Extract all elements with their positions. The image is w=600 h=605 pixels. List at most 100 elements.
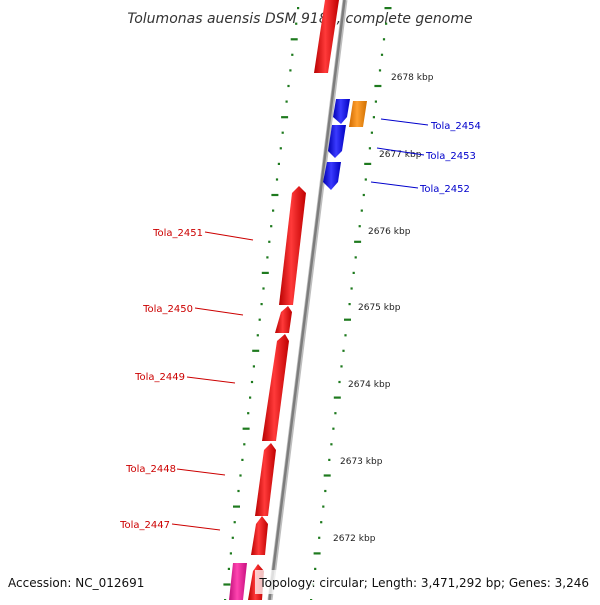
accession-text: Accession: NC_012691 bbox=[8, 576, 144, 590]
gene-arrow[interactable] bbox=[262, 334, 289, 441]
major-tick bbox=[374, 84, 382, 88]
minor-tick bbox=[350, 287, 353, 290]
major-tick bbox=[333, 396, 341, 399]
minor-tick bbox=[270, 225, 273, 228]
scale-label: 2675 kbp bbox=[358, 303, 401, 313]
leader-lines bbox=[171, 118, 429, 531]
minor-tick bbox=[227, 567, 230, 570]
minor-tick bbox=[297, 7, 300, 10]
major-tick bbox=[313, 552, 321, 555]
minor-tick bbox=[237, 489, 240, 493]
minor-tick bbox=[289, 69, 292, 72]
minor-tick bbox=[324, 489, 327, 493]
minor-tick bbox=[330, 443, 333, 446]
gene-arrow[interactable] bbox=[251, 516, 268, 555]
minor-tick bbox=[275, 178, 279, 181]
major-tick bbox=[281, 116, 289, 119]
minor-tick bbox=[285, 100, 288, 103]
inner-tick-track bbox=[223, 7, 300, 602]
gene-arrow-orange[interactable] bbox=[349, 101, 367, 127]
minor-tick bbox=[250, 380, 254, 384]
gene-arrow[interactable] bbox=[333, 99, 350, 124]
reverse-strand-genes bbox=[248, 0, 339, 600]
major-tick bbox=[354, 240, 362, 243]
scale-label: 2678 kbp bbox=[391, 73, 434, 83]
minor-tick bbox=[368, 147, 371, 150]
minor-tick bbox=[291, 53, 294, 56]
gene-label[interactable]: Tola_2452 bbox=[419, 184, 470, 195]
minor-tick bbox=[332, 427, 335, 430]
minor-tick bbox=[262, 287, 265, 290]
gene-arrow[interactable] bbox=[255, 443, 276, 516]
gene-arrow[interactable] bbox=[275, 306, 292, 333]
minor-tick bbox=[318, 536, 321, 539]
minor-tick bbox=[295, 22, 298, 25]
major-tick bbox=[271, 193, 279, 197]
major-tick bbox=[223, 583, 231, 586]
minor-tick bbox=[358, 225, 361, 228]
minor-tick bbox=[328, 458, 331, 461]
footer-backdrop bbox=[255, 570, 600, 594]
map-title: Tolumonas auensis DSM 9187, complete gen… bbox=[127, 11, 472, 27]
major-tick bbox=[233, 505, 240, 508]
major-tick bbox=[344, 318, 351, 321]
minor-tick bbox=[279, 147, 282, 150]
minor-tick bbox=[272, 209, 275, 212]
minor-tick bbox=[277, 162, 280, 165]
major-tick bbox=[323, 474, 331, 477]
minor-tick bbox=[362, 193, 365, 197]
minor-tick bbox=[268, 240, 271, 243]
minor-tick bbox=[338, 380, 341, 384]
genome-backbone bbox=[267, 0, 348, 601]
major-tick bbox=[384, 7, 392, 10]
minor-tick bbox=[352, 271, 355, 274]
scale-label: 2677 kbp bbox=[379, 150, 422, 160]
gene-label[interactable]: Tola_2454 bbox=[430, 121, 481, 132]
minor-tick bbox=[239, 474, 242, 477]
gene-label[interactable]: Tola_2447 bbox=[119, 520, 170, 531]
minor-tick bbox=[287, 84, 290, 88]
gene-arrow[interactable] bbox=[328, 125, 346, 158]
minor-tick bbox=[229, 552, 232, 555]
minor-tick bbox=[258, 318, 261, 321]
minor-tick bbox=[344, 334, 347, 337]
scale-label: 2672 kbp bbox=[333, 534, 376, 544]
minor-tick bbox=[364, 178, 367, 181]
forward-strand-genes bbox=[323, 99, 350, 190]
scale-label: 2676 kbp bbox=[368, 227, 411, 237]
gene-arrow[interactable] bbox=[279, 186, 306, 305]
minor-tick bbox=[320, 521, 323, 524]
scale-labels: 2678 kbp 2677 kbp 2676 kbp 2675 kbp 2674… bbox=[333, 73, 434, 544]
minor-tick bbox=[243, 443, 246, 446]
gene-label[interactable]: Tola_2453 bbox=[425, 151, 476, 162]
minor-tick bbox=[385, 22, 388, 25]
major-tick bbox=[364, 162, 372, 165]
minor-tick bbox=[241, 458, 244, 461]
minor-tick bbox=[340, 365, 343, 368]
minor-tick bbox=[380, 53, 384, 56]
scale-label: 2673 kbp bbox=[340, 457, 383, 467]
minor-tick bbox=[281, 131, 284, 134]
gene-labels: Tola_2454 Tola_2453 Tola_2452 Tola_2451 … bbox=[119, 121, 481, 531]
minor-tick bbox=[342, 349, 345, 352]
minor-tick bbox=[256, 334, 259, 337]
gene-arrow-pink[interactable] bbox=[229, 563, 247, 600]
gene-label[interactable]: Tola_2450 bbox=[142, 304, 193, 315]
gene-label[interactable]: Tola_2451 bbox=[152, 228, 203, 239]
gene-label[interactable]: Tola_2449 bbox=[134, 372, 185, 383]
gene-label[interactable]: Tola_2448 bbox=[125, 464, 176, 475]
minor-tick bbox=[252, 365, 255, 368]
gene-arrow[interactable] bbox=[323, 162, 341, 190]
minor-tick bbox=[266, 256, 269, 259]
minor-tick bbox=[348, 303, 351, 306]
major-tick bbox=[290, 38, 298, 41]
scale-label: 2674 kbp bbox=[348, 380, 391, 390]
minor-tick bbox=[378, 69, 382, 72]
minor-tick bbox=[260, 303, 263, 306]
minor-tick bbox=[360, 209, 363, 212]
topology-text: Topology: circular; Length: 3,471,292 bp… bbox=[258, 576, 589, 590]
gene-arrow[interactable] bbox=[314, 0, 339, 73]
minor-tick bbox=[334, 412, 337, 415]
